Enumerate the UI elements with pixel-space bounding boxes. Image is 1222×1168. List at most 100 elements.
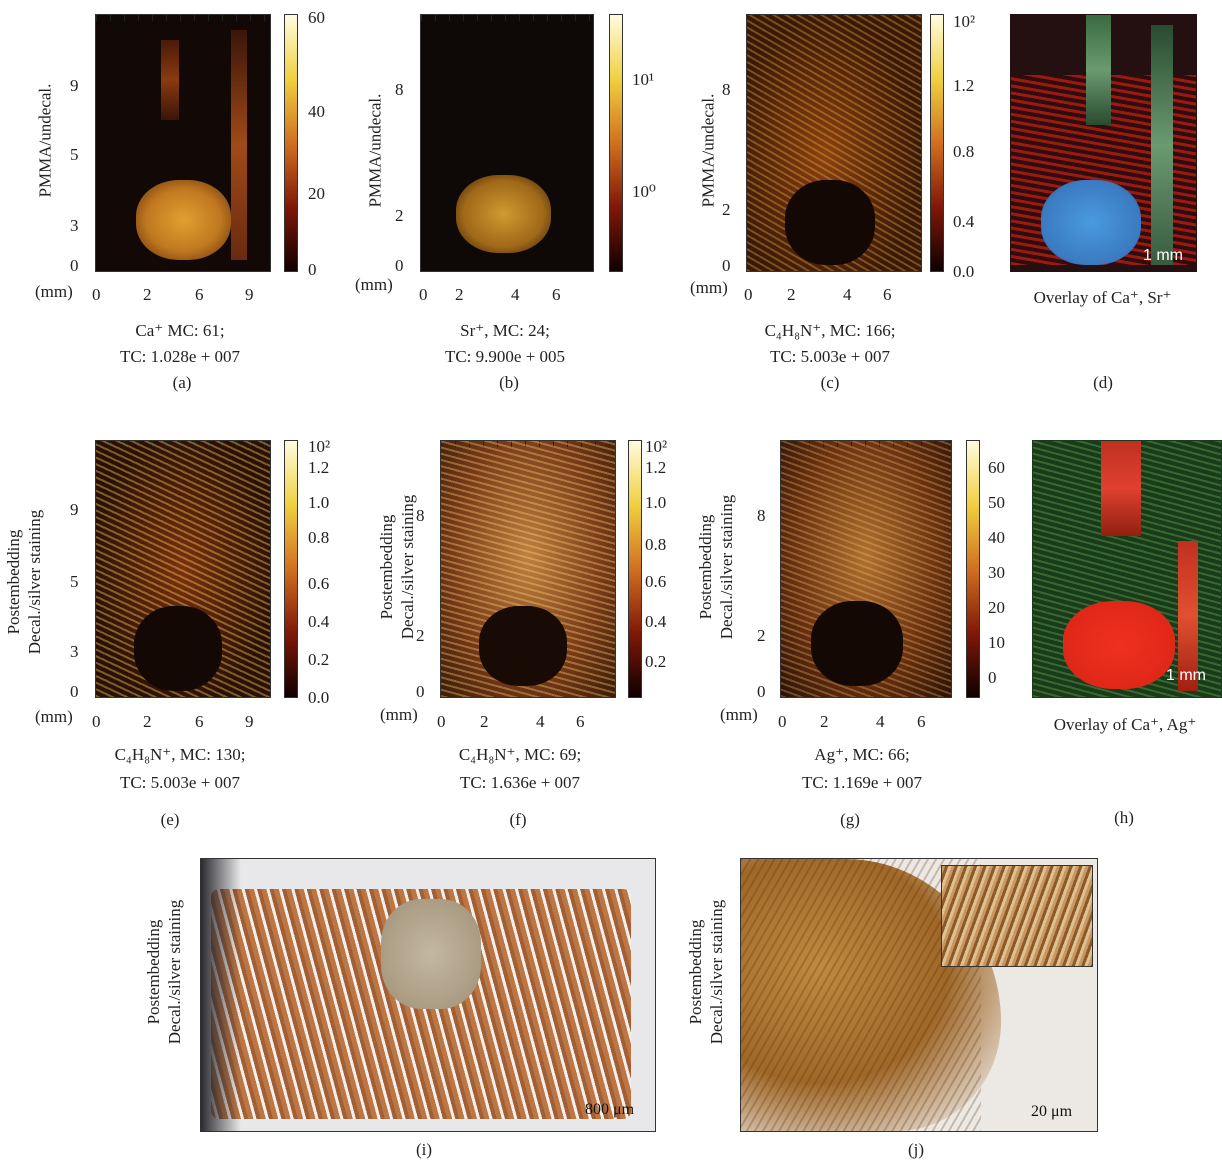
colorbar <box>609 14 623 272</box>
y-tick: 2 <box>416 626 425 645</box>
x-tick: 4 <box>876 712 885 731</box>
caption-line2: TC: 5.003e + 007 <box>119 773 241 792</box>
sr-hotspot <box>456 175 551 253</box>
colorbar-tick: 0.4 <box>308 612 330 631</box>
y-axis-label: Postembedding Decal./silver staining <box>3 482 47 682</box>
colorbar-tick: 0.8 <box>308 528 330 547</box>
y-axis-label: Postembedding Decal./silver staining <box>685 872 729 1072</box>
colorbar-tick: 1.0 <box>308 493 330 512</box>
y-tick: 2 <box>757 626 766 645</box>
x-tick: 2 <box>143 712 152 731</box>
x-tick: 6 <box>552 285 561 304</box>
central-region <box>381 899 481 1009</box>
y-tick: 8 <box>722 80 731 99</box>
top-axis-ticks <box>747 15 921 21</box>
top-axis-ticks <box>441 441 615 447</box>
caption-line1: Ca⁺ MC: 61; <box>135 321 225 340</box>
y-label-line1: Postembedding <box>4 529 23 635</box>
x-tick: 6 <box>195 712 204 731</box>
histology-image: 800 μm <box>200 858 656 1132</box>
caption-line1: Ag⁺, MC: 66; <box>814 745 910 764</box>
x-tick: 0 <box>778 712 787 731</box>
colorbar-tick: 20 <box>308 184 325 203</box>
y-tick: 2 <box>722 200 731 219</box>
c4h8n-ion-map <box>95 440 271 698</box>
top-axis-ticks <box>781 441 951 447</box>
colorbar-tick: 60 <box>308 8 325 27</box>
x-tick: 2 <box>143 285 152 304</box>
y-tick: 0 <box>70 682 79 701</box>
x-tick: 0 <box>92 712 101 731</box>
colorbar <box>966 440 980 698</box>
y-label-line1: Postembedding <box>144 919 163 1025</box>
caption-line1: Overlay of Ca⁺, Ag⁺ <box>1053 715 1197 734</box>
top-axis-ticks <box>96 15 270 21</box>
blue-region <box>1041 180 1141 265</box>
inset-image <box>941 865 1093 967</box>
colorbar-tick: 10² <box>953 12 976 31</box>
y-tick: 0 <box>416 682 425 701</box>
colorbar-tick: 0.2 <box>308 650 330 669</box>
y-axis-label: Postembedding Decal./silver staining <box>143 872 187 1072</box>
dark-cavity <box>134 606 222 691</box>
y-tick: 3 <box>70 216 79 235</box>
colorbar-tick: 10 <box>988 633 1005 652</box>
x-tick: 0 <box>419 285 428 304</box>
colorbar-tick: 40 <box>308 102 325 121</box>
colorbar-tick: 40 <box>988 528 1005 547</box>
scale-bar: 1 mm <box>1166 667 1206 684</box>
x-tick: 0 <box>92 285 101 304</box>
green-streak <box>1086 15 1111 125</box>
panel-letter: (a) <box>172 373 192 392</box>
ag-ion-map <box>780 440 952 698</box>
x-tick: 2 <box>787 285 796 304</box>
y-axis-label: Postembedding Decal./silver staining <box>376 467 420 667</box>
overlay-ca-sr-image: 1 mm <box>1010 14 1197 272</box>
y-label-line1: Postembedding <box>696 514 715 620</box>
x-tick: 0 <box>437 712 446 731</box>
y-tick: 0 <box>722 256 731 275</box>
x-tick: 2 <box>480 712 489 731</box>
colorbar <box>628 440 642 698</box>
red-streak <box>1178 541 1198 691</box>
y-label-line2: Decal./silver staining <box>717 494 736 640</box>
colorbar-tick: 10² <box>308 437 331 456</box>
x-tick: 2 <box>820 712 829 731</box>
colorbar-tick: 0.4 <box>645 612 667 631</box>
y-tick: 9 <box>70 76 79 95</box>
caption-line2: TC: 9.900e + 005 <box>444 347 566 366</box>
colorbar-tick: 10⁰ <box>632 182 656 201</box>
scale-bar: 20 μm <box>1031 1103 1073 1120</box>
caption-line2: TC: 5.003e + 007 <box>769 347 891 366</box>
x-unit-label: (mm) <box>720 705 758 724</box>
scale-bar: 1 mm <box>1143 247 1183 264</box>
caption-line1: C₄H₈N⁺, MC: 69; <box>458 745 582 764</box>
c4h8n-ion-map <box>746 14 922 272</box>
colorbar-tick: 50 <box>988 493 1005 512</box>
colorbar-tick: 0.2 <box>645 652 667 671</box>
caption-line1: Overlay of Ca⁺, Sr⁺ <box>1033 288 1172 307</box>
panel-letter: (d) <box>1093 373 1113 392</box>
colorbar-tick: 0.0 <box>308 688 330 707</box>
colorbar-tick: 0.8 <box>645 535 667 554</box>
y-label-line2: Decal./silver staining <box>25 509 44 655</box>
caption-line2: TC: 1.636e + 007 <box>459 773 581 792</box>
panel-letter: (e) <box>160 810 180 829</box>
panel-letter: (c) <box>820 373 840 392</box>
colorbar-tick: 0.4 <box>953 212 975 231</box>
red-region <box>1063 601 1175 689</box>
colorbar-tick: 0.6 <box>308 574 330 593</box>
caption-line1: Sr⁺, MC: 24; <box>460 321 550 340</box>
x-tick: 4 <box>536 712 545 731</box>
x-unit-label: (mm) <box>35 707 73 726</box>
y-axis-label: PMMA/undecal. <box>698 93 718 208</box>
colorbar-tick: 0.6 <box>645 572 667 591</box>
x-unit-label: (mm) <box>355 275 393 294</box>
y-tick: 2 <box>395 206 404 225</box>
x-tick: 6 <box>883 285 892 304</box>
colorbar-tick: 20 <box>988 598 1005 617</box>
colorbar-tick: 0.0 <box>953 262 975 281</box>
x-tick: 6 <box>576 712 585 731</box>
colorbar-tick: 1.0 <box>645 493 667 512</box>
colorbar-tick: 10¹ <box>632 70 655 89</box>
